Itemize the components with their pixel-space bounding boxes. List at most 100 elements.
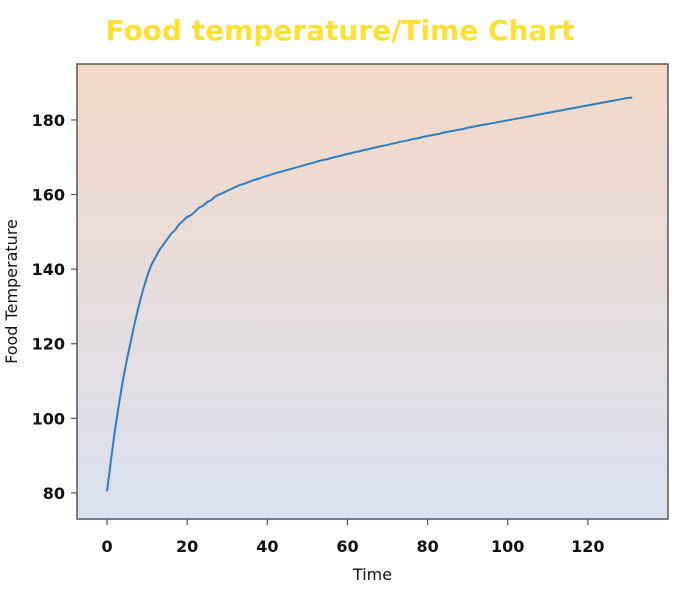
data-point — [499, 121, 501, 123]
data-point — [350, 152, 353, 154]
data-point — [230, 188, 232, 190]
data-point — [126, 358, 128, 360]
data-point — [627, 97, 629, 99]
data-point — [258, 177, 260, 180]
data-point — [214, 195, 216, 197]
data-point — [607, 101, 609, 103]
x-tick-label: 0 — [101, 537, 112, 556]
data-point — [623, 98, 625, 100]
data-point — [238, 184, 240, 186]
data-point — [547, 112, 549, 114]
data-point — [158, 249, 160, 252]
data-point — [278, 171, 280, 173]
data-point — [322, 159, 325, 161]
x-tick-label: 20 — [176, 537, 198, 556]
x-tick-label: 60 — [336, 537, 358, 556]
data-point — [226, 190, 228, 192]
data-point — [302, 164, 304, 167]
data-point — [483, 124, 485, 126]
data-point — [443, 132, 445, 134]
x-tick-label: 40 — [256, 537, 278, 556]
data-point — [515, 118, 517, 120]
data-point — [306, 163, 308, 165]
data-point — [326, 158, 329, 160]
data-point — [631, 96, 633, 99]
data-point — [190, 214, 192, 216]
data-point — [402, 140, 405, 142]
data-point — [274, 172, 276, 174]
data-point — [134, 320, 136, 322]
y-tick-label: 100 — [32, 409, 65, 428]
data-point — [298, 165, 300, 168]
data-point — [342, 154, 345, 156]
data-point — [330, 157, 333, 159]
data-point — [202, 205, 204, 207]
data-point — [386, 144, 389, 146]
data-point — [447, 131, 449, 133]
data-point — [543, 113, 545, 115]
data-point — [370, 147, 373, 149]
data-point — [523, 116, 525, 118]
data-point — [118, 402, 120, 404]
data-point — [334, 156, 337, 158]
data-point — [282, 170, 284, 172]
plot-frame — [76, 63, 669, 520]
data-point — [234, 186, 236, 188]
x-axis-label: Time — [352, 565, 392, 584]
data-point — [591, 104, 593, 106]
y-tick-label: 80 — [43, 484, 65, 503]
data-point — [414, 137, 417, 140]
data-point — [318, 160, 321, 162]
data-point — [599, 102, 601, 104]
y-tick-label: 120 — [32, 335, 65, 354]
data-point — [262, 176, 264, 178]
data-point — [527, 115, 529, 118]
x-tick-label: 80 — [416, 537, 438, 556]
data-point — [471, 126, 473, 128]
data-point — [150, 264, 152, 266]
data-point — [410, 138, 413, 140]
data-point — [595, 103, 597, 105]
y-tick-label: 160 — [32, 186, 65, 205]
data-point — [374, 146, 377, 149]
data-point — [611, 100, 613, 102]
data-point — [439, 133, 441, 135]
data-point — [451, 130, 453, 132]
data-point — [290, 168, 292, 170]
data-point — [459, 129, 461, 131]
data-point — [162, 244, 164, 246]
data-point — [479, 124, 481, 127]
data-point — [310, 162, 312, 164]
x-tick-label: 100 — [491, 537, 524, 556]
data-point — [511, 118, 513, 121]
data-point — [218, 193, 220, 196]
data-point — [555, 110, 557, 112]
data-point — [362, 149, 365, 151]
data-point — [250, 180, 252, 182]
data-point — [426, 135, 429, 137]
data-point — [406, 139, 409, 142]
data-point — [186, 216, 188, 218]
data-point — [531, 115, 533, 117]
data-point — [146, 275, 148, 278]
data-point — [519, 117, 521, 119]
data-point — [210, 199, 212, 201]
data-point — [583, 105, 585, 107]
data-point — [138, 303, 140, 306]
data-point — [206, 201, 208, 203]
data-point — [579, 106, 581, 108]
data-point — [475, 125, 477, 127]
data-point — [266, 175, 268, 177]
y-axis-label: Food Temperature — [2, 219, 21, 364]
y-tick-label: 140 — [32, 260, 65, 279]
data-point — [539, 113, 541, 115]
data-point — [198, 206, 200, 209]
data-point — [463, 128, 465, 130]
x-tick-label: 120 — [571, 537, 604, 556]
data-point — [382, 145, 385, 147]
data-point — [619, 98, 621, 101]
data-point — [507, 119, 509, 121]
y-tick-label: 180 — [32, 111, 65, 130]
data-point — [418, 137, 421, 139]
data-point — [110, 458, 112, 460]
